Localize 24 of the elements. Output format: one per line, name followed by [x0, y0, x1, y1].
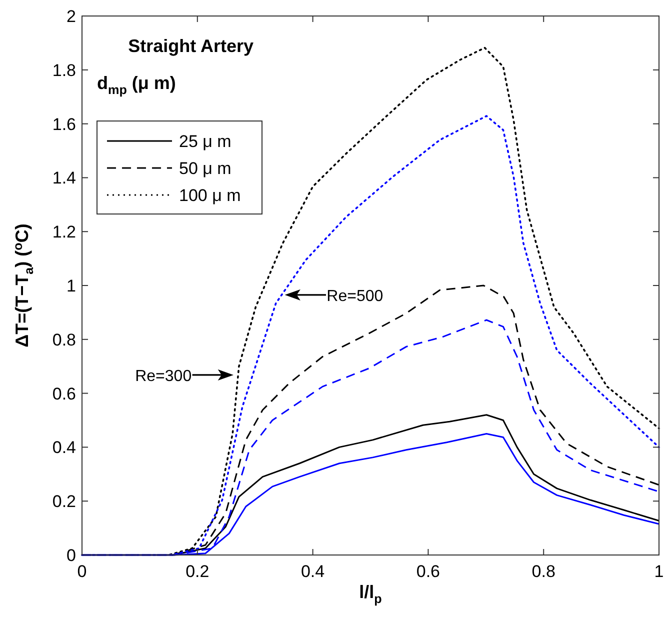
- legend-title: d$_{mp}$ (μ m): [97, 73, 176, 97]
- x-axis-title: l/l$_{p}$: [359, 582, 382, 606]
- x-tick-label: 0.4: [300, 562, 325, 581]
- legend-label: 100 μ m: [179, 186, 241, 205]
- y-tick-label: 0.8: [52, 330, 76, 350]
- x-tick-label: 0.2: [186, 562, 210, 581]
- x-tick-label: 1: [654, 562, 664, 581]
- legend-label: 25 μ m: [179, 132, 232, 151]
- x-tick-label: 0.6: [416, 562, 440, 581]
- annotation: Re=300: [135, 368, 192, 385]
- x-tick-label: 0.8: [532, 562, 556, 581]
- y-tick-label: 1.4: [52, 168, 76, 188]
- y-tick-label: 1.6: [52, 114, 76, 134]
- text: Straight Artery: [128, 36, 254, 56]
- y-tick-label: 0.6: [52, 384, 76, 404]
- y-tick-label: 1: [66, 276, 76, 296]
- y-tick-label: 0.4: [52, 438, 76, 458]
- y-tick-label: 1.8: [52, 60, 76, 80]
- y-tick-label: 0: [66, 546, 76, 565]
- y-tick-label: 1.2: [52, 222, 76, 242]
- y-tick-label: 2: [66, 7, 76, 26]
- y-tick-label: 0.2: [52, 492, 76, 512]
- annotation: Re=500: [326, 288, 384, 305]
- legend-label: 50 μ m: [179, 159, 232, 178]
